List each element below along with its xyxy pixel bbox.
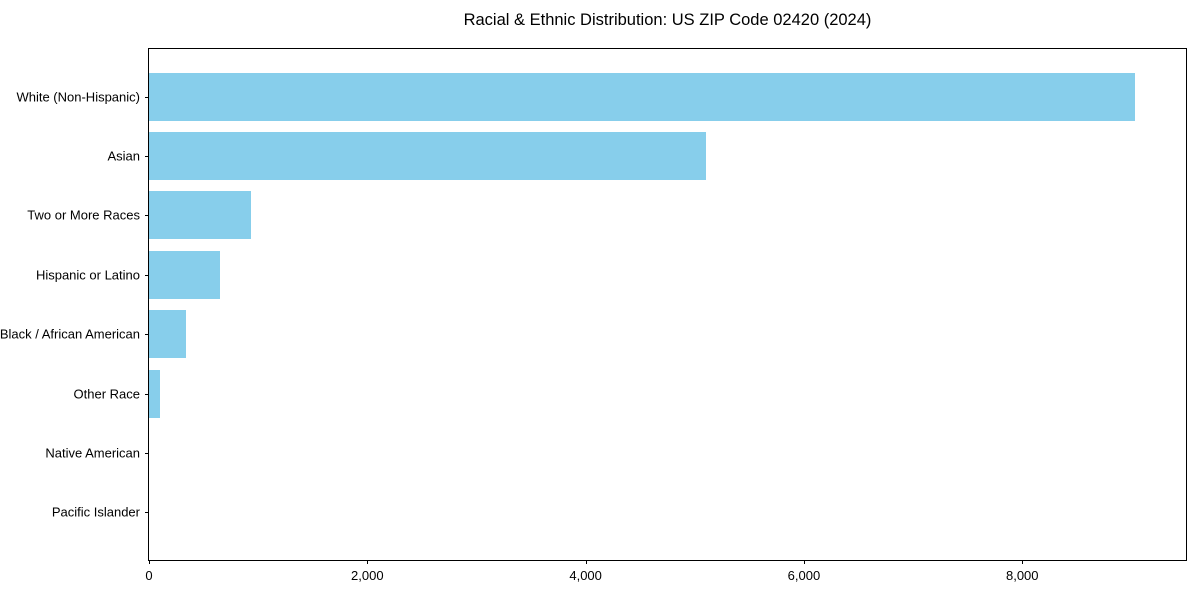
x-axis-tick xyxy=(585,560,587,564)
y-axis-label: Hispanic or Latino xyxy=(35,267,140,283)
y-axis-label: Native American xyxy=(45,445,140,461)
x-axis-label: 8,000 xyxy=(1005,568,1039,583)
x-axis-tick xyxy=(803,560,805,564)
bar xyxy=(149,132,706,181)
y-axis-tick xyxy=(145,156,149,157)
y-axis-label: Other Race xyxy=(73,386,140,402)
y-axis-label: White (Non-Hispanic) xyxy=(16,89,140,105)
x-axis-label: 4,000 xyxy=(569,568,602,583)
x-axis-label: 2,000 xyxy=(351,568,384,583)
bar xyxy=(149,310,186,359)
bar xyxy=(149,250,220,299)
plot-area: White (Non-Hispanic) Asian Two or More Rac… xyxy=(0,48,1187,583)
y-axis-tick xyxy=(145,453,149,454)
x-axis-tick xyxy=(149,560,150,564)
bar xyxy=(149,369,160,418)
x-axis-label: 6,000 xyxy=(787,568,821,583)
y-axis-tick xyxy=(145,215,149,216)
y-axis-tick xyxy=(145,275,149,276)
y-axis-tick xyxy=(145,97,149,98)
x-axis-label: 0 xyxy=(145,568,153,583)
bar xyxy=(149,191,251,240)
y-axis-tick xyxy=(145,394,149,395)
chart-title: Racial & Ethnic Distribution: US ZIP Cod… xyxy=(463,11,872,29)
y-axis-label: Black / African American xyxy=(0,326,140,342)
bar xyxy=(149,72,1135,121)
y-axis-label: Pacific Islander xyxy=(51,504,140,520)
y-axis-tick xyxy=(145,512,149,513)
x-axis-tick xyxy=(367,560,369,564)
y-axis-tick xyxy=(145,334,149,335)
y-axis-label: Asian xyxy=(107,148,140,164)
x-axis-tick xyxy=(1022,560,1024,564)
y-axis-label: Two or More Races xyxy=(27,207,140,223)
